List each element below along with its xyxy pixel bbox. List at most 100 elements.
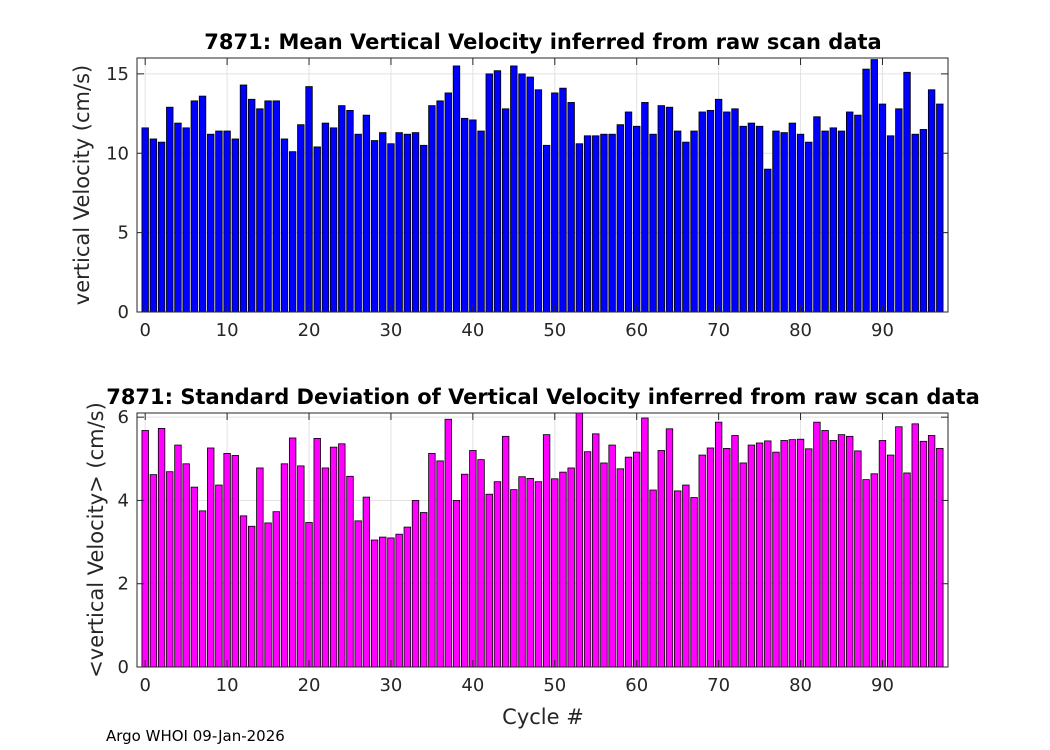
bar-cycle-42 (485, 73, 493, 313)
bar-cycle-67 (690, 497, 698, 668)
bar-cycle-7 (198, 510, 207, 668)
bar-cycle-39 (460, 117, 469, 313)
x-tick-label: 80 (789, 320, 812, 341)
bar-cycle-78 (780, 440, 788, 668)
x-tick-label: 50 (543, 675, 566, 696)
bar-cycle-37 (444, 92, 452, 313)
bar-cycle-39 (460, 473, 469, 668)
bar-cycle-63 (657, 450, 665, 668)
bar-cycle-93 (903, 71, 911, 313)
bar-cycle-19 (297, 124, 305, 313)
x-tick-label: 60 (625, 320, 648, 341)
bar-cycle-51 (559, 87, 567, 313)
bar-cycle-36 (436, 460, 444, 668)
bar-cycle-76 (764, 168, 772, 313)
bar-cycle-45 (510, 489, 518, 668)
bar-cycle-10 (223, 452, 231, 668)
bar-cycle-20 (305, 86, 313, 313)
bar-cycle-75 (755, 125, 764, 313)
bar-cycle-68 (698, 111, 706, 313)
bar-cycle-72 (731, 435, 739, 668)
bar-cycle-30 (387, 537, 395, 668)
bar-cycle-43 (493, 481, 502, 668)
y-tick-label: 10 (106, 143, 129, 164)
bar-cycle-44 (501, 108, 510, 313)
bar-cycle-48 (534, 481, 543, 668)
x-tick-label: 0 (139, 675, 150, 696)
bar-cycle-60 (633, 451, 641, 668)
y-tick-label: 6 (118, 407, 129, 428)
bar-cycle-58 (616, 124, 624, 313)
x-tick-label: 40 (461, 320, 484, 341)
bar-cycle-28 (370, 539, 379, 668)
bar-cycle-2 (157, 141, 166, 313)
bar-cycle-86 (846, 111, 854, 313)
bar-cycle-96 (927, 435, 936, 668)
bar-cycle-0 (141, 430, 149, 668)
bar-cycle-7 (198, 95, 207, 313)
bar-cycle-83 (821, 130, 829, 313)
bar-cycle-11 (231, 455, 239, 668)
bar-cycle-8 (207, 133, 215, 313)
bar-cycle-82 (813, 116, 821, 313)
bar-cycle-24 (338, 443, 346, 668)
bar-cycle-92 (895, 426, 903, 668)
x-tick-label: 40 (461, 675, 484, 696)
bar-cycle-95 (919, 129, 928, 313)
bar-cycle-90 (878, 103, 887, 313)
bar-cycle-93 (903, 472, 911, 668)
plot-area (137, 58, 948, 312)
bar-cycle-9 (215, 130, 223, 313)
x-tick-label: 80 (789, 675, 812, 696)
bar-cycle-34 (420, 512, 428, 668)
footer-credit: Argo WHOI 09-Jan-2026 (106, 727, 285, 745)
bar-cycle-5 (182, 463, 190, 668)
y-tick-label: 2 (118, 574, 129, 595)
y-tick-label: 0 (118, 302, 129, 323)
bar-cycle-54 (583, 451, 592, 668)
bar-cycle-80 (796, 133, 805, 313)
bar-cycle-70 (714, 98, 723, 313)
bar-cycle-95 (919, 440, 928, 668)
y-tick-label: 0 (118, 657, 129, 678)
bar-cycle-55 (592, 135, 600, 313)
y-tick-label: 15 (106, 64, 129, 85)
bar-cycle-57 (608, 133, 616, 313)
bar-cycle-12 (239, 84, 248, 313)
bar-cycle-29 (379, 536, 387, 668)
bar-cycle-37 (444, 418, 452, 668)
bar-cycle-5 (182, 127, 190, 313)
bar-cycle-79 (788, 122, 797, 313)
bars (141, 412, 944, 668)
bar-cycle-91 (886, 135, 895, 313)
bar-cycle-62 (649, 489, 657, 668)
bar-cycle-30 (387, 143, 395, 313)
bar-cycle-97 (936, 447, 944, 668)
bar-cycle-74 (747, 444, 756, 668)
bar-cycle-11 (231, 138, 239, 313)
x-axis-label: Cycle # (502, 705, 584, 729)
bar-cycle-49 (542, 144, 551, 313)
bar-cycle-4 (174, 122, 182, 313)
bar-cycle-50 (551, 92, 559, 313)
bar-cycle-35 (428, 105, 436, 313)
bar-cycle-6 (190, 486, 199, 668)
bar-cycle-3 (166, 106, 174, 313)
bar-cycle-88 (862, 479, 870, 668)
bar-cycle-73 (739, 125, 747, 313)
bar-cycle-52 (567, 102, 575, 313)
bar-cycle-64 (665, 428, 674, 668)
bar-cycle-3 (166, 471, 174, 668)
y-tick-label: 5 (118, 223, 129, 244)
bar-cycle-46 (518, 73, 526, 313)
bar-cycle-55 (592, 433, 600, 668)
bar-cycle-54 (583, 135, 592, 313)
mean-velocity-chart: 0 10 20 30 40 50 60 70 80 90 0 5 10 15 7871: Mean Ver… (70, 30, 949, 341)
bar-cycle-6 (190, 100, 199, 313)
bar-cycle-81 (805, 141, 813, 313)
bar-cycle-16 (272, 100, 280, 313)
bar-cycle-10 (223, 130, 231, 313)
bar-cycle-25 (346, 109, 354, 313)
bar-cycle-92 (895, 108, 903, 313)
bar-cycle-88 (862, 68, 870, 313)
